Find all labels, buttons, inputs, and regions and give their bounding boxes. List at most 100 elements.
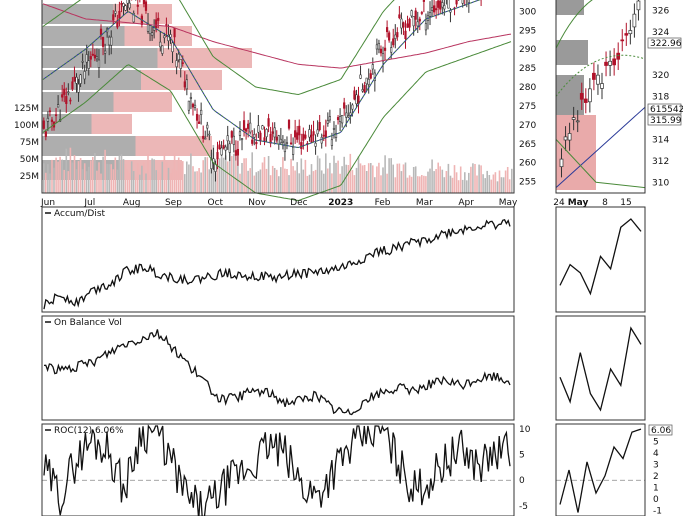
volume-bar <box>320 170 323 193</box>
price-candle-body <box>118 10 121 19</box>
volume-bar <box>251 152 253 193</box>
price-candle-body <box>159 41 162 48</box>
price-candle-body <box>443 5 446 10</box>
zoom-axis-tick: 318 <box>652 93 669 103</box>
volume-bar <box>196 171 198 193</box>
price-candle-body <box>408 18 411 28</box>
price-candle-body <box>388 32 391 41</box>
price-candle-body <box>224 146 227 151</box>
volume-bar <box>243 158 245 193</box>
price-candle-body <box>57 104 60 108</box>
zoom-x-axis-label: May <box>568 198 589 208</box>
volume-bar <box>122 159 125 193</box>
volume-bar <box>165 162 168 193</box>
price-axis-tick: 295 <box>519 26 536 36</box>
volume-bar <box>102 156 104 193</box>
volume-bar <box>349 153 352 193</box>
zoom-axis-tick: 314 <box>652 135 669 145</box>
zoom-candle-body <box>616 52 621 60</box>
volume-bar <box>492 174 495 193</box>
volume-bar <box>237 151 239 193</box>
price-candle-body <box>202 135 205 139</box>
volume-bar <box>114 157 117 193</box>
price-candle-body <box>175 60 178 68</box>
volume-bar <box>177 157 180 193</box>
zoom-candle-body <box>632 13 637 28</box>
obv-panel: On Balance Vol <box>41 315 646 421</box>
volume-bar <box>290 158 292 193</box>
volume-bar <box>218 158 221 193</box>
obv-zoom-frame <box>555 315 646 421</box>
volume-bar <box>100 173 102 193</box>
price-candle-body <box>330 139 334 146</box>
price-candle-body <box>257 125 260 133</box>
volume-bar <box>292 166 294 193</box>
zoom-candle-body <box>559 158 564 168</box>
price-candle-body <box>396 32 399 38</box>
price-candle-body <box>275 136 278 141</box>
roc-axis-tick: -5 <box>519 502 528 512</box>
roc-axis-tick: 10 <box>519 425 531 435</box>
price-candle-body <box>200 109 203 115</box>
volume-bar <box>276 169 278 193</box>
price-candle-body <box>251 139 254 144</box>
volume-bar <box>98 162 100 193</box>
volume-bar <box>79 158 82 193</box>
volume-bar <box>206 157 209 193</box>
zoom-candle-body <box>596 74 600 85</box>
volume-bar <box>347 165 350 193</box>
volume-bar <box>504 170 507 193</box>
volume-bar <box>437 162 439 193</box>
volume-bar <box>439 166 441 193</box>
zoom-candle-body <box>575 120 580 123</box>
volume-bar <box>284 168 286 193</box>
volume-bar <box>378 162 380 193</box>
volume-bar <box>171 168 174 193</box>
volume-bar <box>49 173 51 193</box>
price-candle-body <box>339 116 342 123</box>
price-panel-frame <box>41 0 515 194</box>
price-x-axis-label: Mar <box>416 198 433 208</box>
price-candle-body <box>142 0 146 5</box>
price-x-axis-label: Oct <box>207 198 223 208</box>
price-candle-body <box>294 130 297 138</box>
volume-bar <box>280 167 282 193</box>
volume-bar <box>402 164 405 193</box>
price-candle-body <box>383 47 387 51</box>
price-candle-body <box>406 23 409 28</box>
price-candle-body <box>359 74 362 79</box>
zoom-candle-body <box>567 133 572 141</box>
price-candle-body <box>410 10 413 17</box>
price-candle-body <box>228 143 231 153</box>
price-candle-body <box>298 125 301 136</box>
price-candle-body <box>126 0 129 4</box>
price-axis-tick: 260 <box>519 159 536 169</box>
zoom-candle-body <box>583 98 588 103</box>
volume-bar <box>464 172 466 193</box>
volume-bar <box>435 169 437 193</box>
zoom-candle-body <box>636 0 641 11</box>
price-candle-body <box>87 60 90 69</box>
price-candle-body <box>308 129 311 138</box>
volume-bar <box>316 155 319 193</box>
price-candle-body <box>324 130 327 138</box>
price-candle-body <box>281 140 284 143</box>
volume-bar <box>443 177 446 193</box>
volume-bar <box>57 161 59 193</box>
price-candle-body <box>367 78 370 85</box>
accum-dist-line <box>43 219 511 310</box>
volume-bar <box>192 166 194 193</box>
volume-axis-tick: 100M <box>14 121 39 131</box>
price-candle-body <box>71 81 74 90</box>
volume-bar <box>384 155 386 193</box>
price-candle-body <box>183 81 186 88</box>
price-candle-body <box>95 56 99 60</box>
volume-bar <box>69 147 72 193</box>
price-candle-body <box>287 119 291 129</box>
zoom-candle-body <box>579 93 584 100</box>
price-candle-body <box>433 5 436 13</box>
volume-bar <box>511 168 513 193</box>
roc-zoom-axis-tick: 3 <box>653 460 659 470</box>
price-candle-body <box>97 59 101 68</box>
volume-bar <box>161 161 164 193</box>
